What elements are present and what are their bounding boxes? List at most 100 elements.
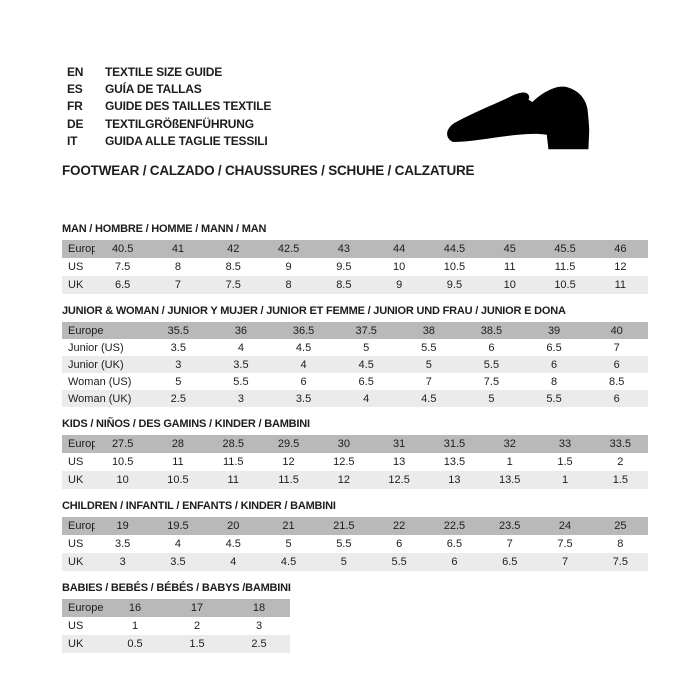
- table-row: US 7.5 8 8.5 9 9.5 10 10.5 11 11.5 12: [62, 258, 648, 276]
- size-cell: 3: [147, 356, 210, 374]
- size-cell: 28.5: [205, 435, 261, 454]
- size-cell: 30: [316, 435, 372, 454]
- size-cell: 33: [537, 435, 593, 454]
- size-table: Europe1919.5202121.52222.523.52425US3.54…: [62, 517, 648, 572]
- size-cell: 1: [506, 456, 513, 469]
- size-cell: 45: [482, 240, 538, 259]
- size-cell: 11: [205, 471, 261, 490]
- size-cell: 43: [316, 240, 372, 259]
- size-cell: 36.5: [272, 322, 335, 340]
- size-cell: 3: [209, 390, 273, 408]
- size-cell: 11.5: [260, 471, 317, 490]
- size-cell: 11: [172, 456, 184, 469]
- row-label: US: [68, 456, 84, 469]
- size-cell: 44.5: [426, 240, 483, 259]
- size-cell: 7: [150, 276, 206, 295]
- size-cell: 23.5: [482, 517, 538, 536]
- size-cell: 28: [150, 435, 206, 454]
- size-cell: 2: [617, 456, 624, 469]
- size-cell: 3.5: [209, 356, 273, 374]
- table-row: US 3.5 4 4.5 5 5.5 6 6.5 7 7.5 8: [62, 535, 648, 553]
- size-cell: 3.5: [115, 538, 131, 551]
- size-cell: 19.5: [150, 517, 206, 536]
- row-label: US: [68, 261, 84, 274]
- size-cell: 9: [371, 276, 427, 295]
- row-label: Europe: [62, 599, 104, 618]
- size-cell: 9.5: [426, 276, 483, 295]
- size-cell: 4: [237, 341, 244, 354]
- table-row: UK 6.5 7 7.5 8 8.5 9 9.5 10 10.5 11: [62, 276, 648, 295]
- table-row: Junior (UK) 3 3.5 4 4.5 5 5.5 6 6: [62, 356, 648, 374]
- size-cell: 8: [260, 276, 317, 295]
- row-label: Junior (UK): [62, 356, 147, 374]
- size-cell: 0.5: [104, 635, 166, 654]
- size-cell: 5.5: [336, 538, 352, 551]
- row-label: Woman (US): [68, 375, 132, 388]
- size-cell: 10.5: [111, 456, 134, 469]
- language-label: TEXTILGRÖßENFÜHRUNG: [105, 116, 254, 131]
- size-cell: 44: [371, 240, 427, 259]
- shoe-icon: [447, 86, 590, 150]
- size-cell: 4: [272, 356, 335, 374]
- size-cell: 8.5: [609, 375, 625, 388]
- size-cell: 9: [285, 261, 292, 274]
- size-cell: 5: [363, 341, 370, 354]
- size-cell: 6: [522, 356, 586, 374]
- language-label: TEXTILE SIZE GUIDE: [105, 65, 223, 79]
- size-cell: 7.5: [115, 261, 131, 274]
- table-row: US 10.5 11 11.5 12 12.5 13 13.5 1 1.5 2: [62, 453, 648, 471]
- category-heading: FOOTWEAR / CALZADO / CHAUSSURES / SCHUHE…: [62, 163, 475, 179]
- size-cell: 5.5: [522, 390, 586, 408]
- size-cell: 7.5: [557, 538, 573, 551]
- size-cell: 12: [614, 261, 627, 274]
- size-cell: 20: [205, 517, 261, 536]
- language-row: FR GUIDE DES TAILLES TEXTILE: [67, 98, 700, 115]
- size-cell: 8.5: [225, 261, 241, 274]
- size-cell: 7.5: [483, 375, 500, 388]
- size-cell: 11: [504, 261, 516, 274]
- row-label: Junior (US): [68, 341, 124, 354]
- size-cell: 42.5: [260, 240, 317, 259]
- size-cell: 6: [585, 356, 648, 374]
- table-row: Europe 16 17 18: [62, 599, 290, 618]
- size-cell: 6: [585, 390, 648, 408]
- table-row: UK 0.5 1.5 2.5: [62, 635, 290, 654]
- size-cell: 37.5: [334, 322, 398, 340]
- size-cell: 1: [131, 620, 139, 633]
- row-label: Europe: [62, 517, 95, 536]
- size-cell: 33.5: [592, 435, 648, 454]
- size-cell: 8.5: [316, 276, 372, 295]
- size-cell: 10: [482, 276, 538, 295]
- size-cell: 5.5: [233, 375, 249, 388]
- row-label: Europe: [62, 322, 147, 340]
- size-cell: 7: [613, 341, 620, 354]
- size-cell: 6: [426, 553, 483, 572]
- size-cell: 22.5: [426, 517, 483, 536]
- language-label: GUIDE DES TAILLES TEXTILE: [105, 99, 272, 114]
- size-cell: 2.5: [147, 390, 210, 408]
- size-cell: 40.5: [95, 240, 151, 259]
- size-cell: 8: [551, 375, 558, 388]
- size-cell: 3: [95, 553, 151, 572]
- size-cell: 32: [482, 435, 538, 454]
- size-cell: 7: [425, 375, 432, 388]
- size-cell: 10.5: [537, 276, 593, 295]
- row-label: UK: [62, 553, 95, 572]
- table-row: UK 10 10.5 11 11.5 12 12.5 13 13.5 1 1.5: [62, 471, 648, 490]
- size-cell: 4: [174, 538, 181, 551]
- size-cell: 3.5: [272, 390, 335, 408]
- size-table: Europe 35.5 36 36.5 37.5 38 38.5 39 40 Junior (US…: [62, 322, 648, 408]
- size-cell: 1: [537, 471, 593, 490]
- language-code: ES: [67, 82, 83, 97]
- size-cell: 2.5: [228, 635, 290, 654]
- size-cell: 45.5: [537, 240, 593, 259]
- size-cell: 4.5: [295, 341, 312, 354]
- language-row: ES GUÍA DE TALLAS: [67, 81, 700, 98]
- size-cell: 5: [316, 553, 372, 572]
- size-cell: 35.5: [147, 322, 210, 340]
- size-cell: 41: [150, 240, 206, 259]
